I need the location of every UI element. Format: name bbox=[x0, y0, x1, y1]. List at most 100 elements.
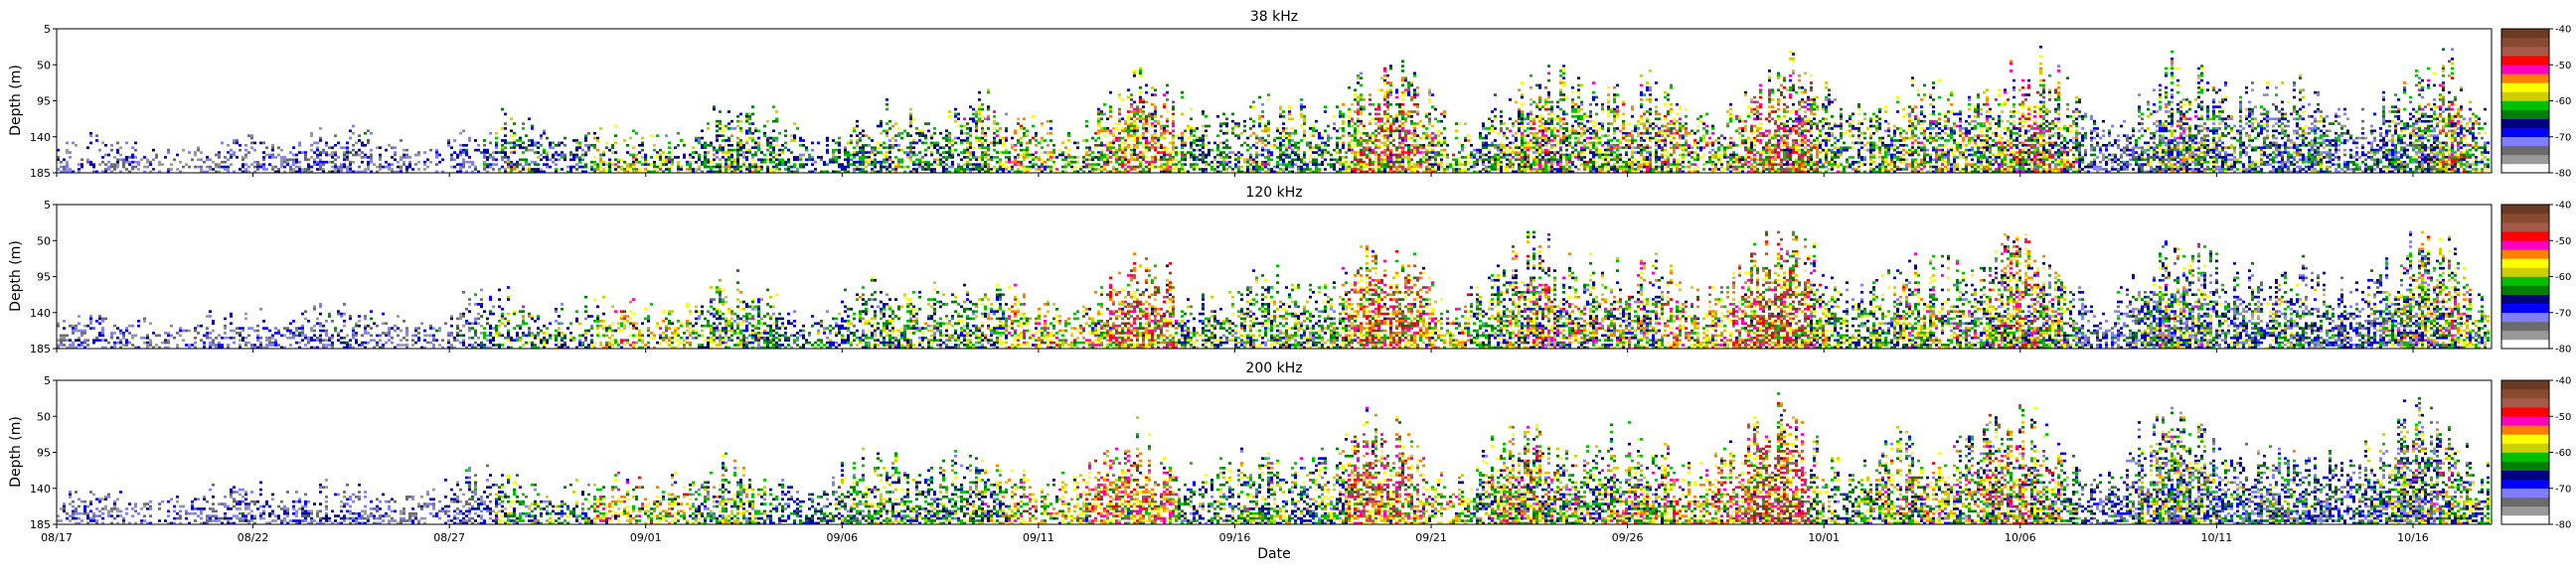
heatmap-cell bbox=[1368, 163, 1371, 166]
heatmap-cell bbox=[543, 163, 546, 166]
heatmap-cell bbox=[1288, 154, 1291, 157]
heatmap-cell bbox=[1670, 108, 1673, 111]
heatmap-cell bbox=[638, 161, 641, 164]
heatmap-cell bbox=[704, 151, 707, 154]
heatmap-cell bbox=[1067, 161, 1070, 164]
heatmap-cell bbox=[1512, 149, 1515, 152]
heatmap-cell bbox=[1544, 154, 1547, 157]
heatmap-cell bbox=[1386, 113, 1389, 116]
heatmap-cell bbox=[1541, 105, 1544, 108]
heatmap-cell bbox=[492, 163, 495, 166]
heatmap-cell bbox=[1026, 151, 1029, 154]
heatmap-cell bbox=[596, 139, 599, 142]
heatmap-cell bbox=[1547, 65, 1550, 68]
heatmap-cell bbox=[1583, 144, 1586, 147]
heatmap-cell bbox=[1139, 151, 1142, 154]
heatmap-cell bbox=[343, 151, 346, 154]
heatmap-cell bbox=[525, 159, 528, 162]
heatmap-cell bbox=[710, 166, 713, 169]
heatmap-cell bbox=[1550, 117, 1553, 120]
heatmap-cell bbox=[1142, 110, 1145, 113]
heatmap-cell bbox=[1616, 110, 1619, 113]
heatmap-cell bbox=[1535, 132, 1538, 135]
heatmap-cell bbox=[1368, 134, 1371, 137]
heatmap-cell bbox=[1473, 156, 1476, 159]
heatmap-cell bbox=[513, 122, 516, 125]
heatmap-cell bbox=[1541, 166, 1544, 169]
heatmap-cell bbox=[716, 122, 719, 125]
heatmap-cell bbox=[1407, 81, 1410, 84]
heatmap-cell bbox=[1550, 166, 1553, 169]
heatmap-cell bbox=[1258, 115, 1261, 118]
heatmap-cell bbox=[1559, 166, 1562, 169]
heatmap-cell bbox=[483, 154, 486, 157]
heatmap-cell bbox=[1515, 120, 1518, 123]
heatmap-cell bbox=[504, 151, 507, 154]
heatmap-cell bbox=[358, 149, 361, 152]
heatmap-cell bbox=[1497, 154, 1500, 157]
heatmap-cell bbox=[1667, 166, 1670, 169]
heatmap-cell bbox=[1231, 168, 1234, 171]
heatmap-cell bbox=[450, 154, 453, 157]
heatmap-cell bbox=[1258, 139, 1261, 142]
heatmap-cell bbox=[868, 163, 871, 166]
heatmap-cell bbox=[1121, 163, 1124, 166]
heatmap-cell bbox=[987, 146, 990, 149]
heatmap-cell bbox=[1309, 127, 1312, 130]
heatmap-cell bbox=[781, 149, 784, 152]
heatmap-cell bbox=[865, 134, 868, 137]
heatmap-cell bbox=[763, 132, 766, 135]
heatmap-cell bbox=[1667, 159, 1670, 162]
heatmap-cell bbox=[1524, 161, 1527, 164]
heatmap-cell bbox=[298, 151, 301, 154]
heatmap-cell bbox=[414, 166, 417, 169]
heatmap-cell bbox=[620, 168, 623, 171]
heatmap-cell bbox=[966, 132, 969, 135]
heatmap-cell bbox=[1100, 142, 1103, 145]
heatmap-cell bbox=[1351, 120, 1354, 123]
heatmap-cell bbox=[575, 149, 578, 152]
heatmap-cell bbox=[996, 151, 999, 154]
heatmap-cell bbox=[632, 154, 635, 157]
heatmap-cell bbox=[1521, 168, 1524, 171]
heatmap-cell bbox=[745, 166, 748, 169]
heatmap-cell bbox=[319, 137, 322, 140]
heatmap-cell bbox=[513, 163, 516, 166]
heatmap-cell bbox=[859, 151, 862, 154]
heatmap-cell bbox=[1202, 168, 1205, 171]
heatmap-cell bbox=[1482, 154, 1485, 157]
heatmap-cell bbox=[1634, 139, 1637, 142]
heatmap-cell bbox=[942, 168, 945, 171]
heatmap-cell bbox=[435, 151, 438, 154]
heatmap-cell bbox=[704, 163, 707, 166]
heatmap-cell bbox=[1130, 98, 1133, 101]
heatmap-cell bbox=[844, 166, 847, 169]
heatmap-cell bbox=[1568, 156, 1571, 159]
heatmap-cell bbox=[1413, 110, 1416, 113]
heatmap-cell bbox=[1664, 117, 1667, 120]
heatmap-cell bbox=[1264, 163, 1267, 166]
heatmap-cell bbox=[1470, 144, 1473, 147]
heatmap-cell bbox=[1503, 168, 1506, 171]
heatmap-cell bbox=[886, 151, 888, 154]
heatmap-cell bbox=[492, 156, 495, 159]
heatmap-cell bbox=[766, 166, 769, 169]
heatmap-cell bbox=[1631, 105, 1634, 108]
heatmap-cell bbox=[1607, 134, 1610, 137]
heatmap-cell bbox=[1142, 156, 1145, 159]
heatmap-cell bbox=[1061, 151, 1064, 154]
heatmap-cell bbox=[1342, 113, 1345, 116]
heatmap-cell bbox=[1541, 151, 1544, 154]
heatmap-cell bbox=[69, 151, 72, 154]
heatmap-cell bbox=[116, 163, 119, 166]
heatmap-cell bbox=[1100, 144, 1103, 147]
heatmap-cell bbox=[1202, 130, 1205, 133]
heatmap-cell bbox=[805, 159, 808, 162]
heatmap-cell bbox=[1091, 166, 1094, 169]
heatmap-cell bbox=[1225, 156, 1228, 159]
heatmap-cell bbox=[1524, 159, 1527, 162]
heatmap-cell bbox=[680, 166, 683, 169]
heatmap-cell bbox=[1163, 154, 1166, 157]
heatmap-cell bbox=[465, 151, 468, 154]
heatmap-cell bbox=[1279, 146, 1282, 149]
